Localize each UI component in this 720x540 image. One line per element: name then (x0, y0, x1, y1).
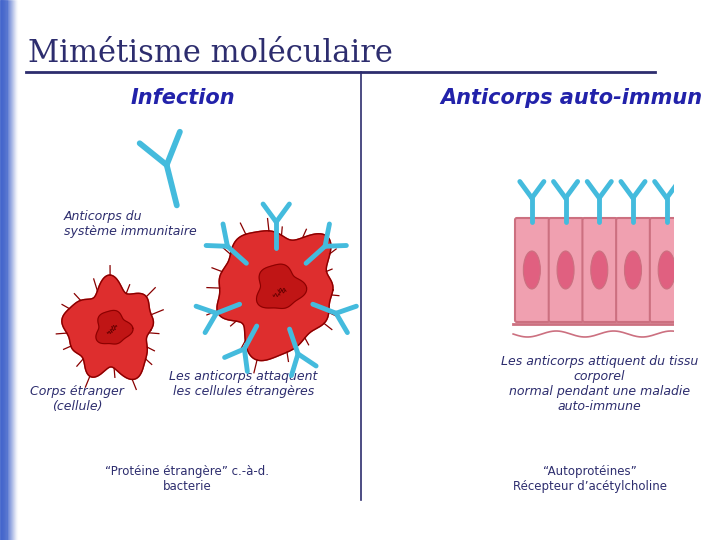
Ellipse shape (591, 251, 608, 289)
Bar (4, 0, 5, 540)
Text: Corps étranger
(cellule): Corps étranger (cellule) (30, 385, 124, 413)
Bar (14, 0, 15, 540)
Bar (12, 0, 13, 540)
FancyBboxPatch shape (616, 218, 651, 322)
FancyBboxPatch shape (582, 218, 617, 322)
Ellipse shape (523, 251, 540, 289)
Bar (15, 0, 16, 540)
Text: Anticorps du
système immunitaire: Anticorps du système immunitaire (63, 210, 197, 238)
Ellipse shape (557, 251, 574, 289)
FancyBboxPatch shape (549, 218, 583, 322)
Bar (2, 0, 3, 540)
FancyBboxPatch shape (650, 218, 685, 322)
Text: “Protéine étrangère” c.-à-d.
bacterie: “Protéine étrangère” c.-à-d. bacterie (105, 465, 269, 493)
Ellipse shape (658, 251, 675, 289)
Polygon shape (217, 231, 333, 361)
Polygon shape (256, 264, 307, 308)
Text: Les anticorps attaquent
les cellules étrangères: Les anticorps attaquent les cellules étr… (169, 370, 318, 398)
Text: “Autoprotéines”
Récepteur d’acétylcholine: “Autoprotéines” Récepteur d’acétylcholin… (513, 465, 667, 493)
Bar (1, 0, 2, 540)
Ellipse shape (624, 251, 642, 289)
Bar (3, 0, 4, 540)
Bar (16, 0, 17, 540)
Text: Les anticorps attiquent du tissu
corporel
normal pendant une maladie
auto-immune: Les anticorps attiquent du tissu corpore… (500, 355, 698, 413)
Bar (10, 0, 12, 540)
Bar (0, 0, 1, 540)
Bar (6, 0, 7, 540)
Bar (7, 0, 9, 540)
Text: Mimétisme moléculaire: Mimétisme moléculaire (28, 38, 393, 69)
Bar (9, 0, 10, 540)
Bar (13, 0, 14, 540)
Bar (5, 0, 6, 540)
Text: Anticorps auto-immun: Anticorps auto-immun (440, 88, 702, 108)
Polygon shape (96, 310, 133, 344)
FancyBboxPatch shape (515, 218, 549, 322)
Text: Infection: Infection (130, 88, 235, 108)
Polygon shape (62, 275, 153, 380)
